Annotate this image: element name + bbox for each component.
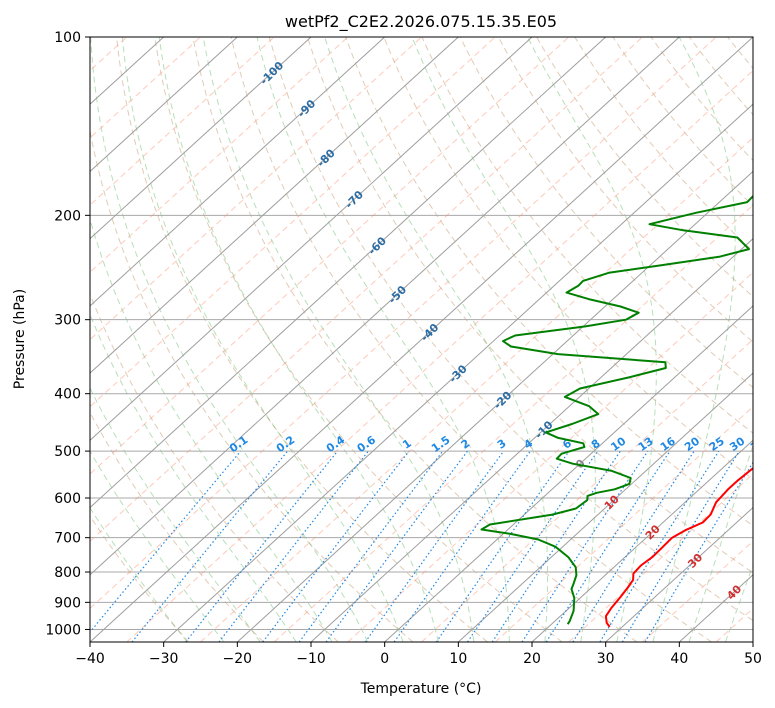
isotherm-line: [90, 37, 312, 240]
isotherm-line: [531, 439, 753, 642]
mixing-ratio-line: [262, 450, 410, 642]
x-tick-label: 30: [597, 651, 615, 667]
plot-frame: [89, 36, 754, 643]
isotherm-line: [310, 237, 753, 642]
y-tick-label: 300: [54, 313, 81, 329]
mixing-ratio-line: [90, 450, 242, 633]
x-tick-label: −40: [75, 651, 105, 667]
y-tick-label: 200: [54, 208, 81, 224]
moist-adiabat: [90, 37, 369, 642]
sounding-profiles: [480, 194, 753, 628]
mixing-ratio-line: [325, 450, 468, 642]
mixing-ratio-line: [621, 450, 740, 642]
mixing-ratio-line: [131, 450, 289, 642]
x-axis: −40 −30 −20 −10 0 10 20 30 40 50: [75, 642, 762, 667]
y-tick-label: 800: [54, 565, 81, 581]
isotherm-line: [384, 305, 753, 642]
isotherm-line: [90, 37, 607, 509]
isotherm-line: [457, 372, 753, 642]
isotherm-line: [163, 103, 753, 642]
y-tick-label: 400: [54, 387, 81, 403]
dry-adiabat: [307, 37, 753, 574]
x-tick-label: 20: [523, 651, 541, 667]
y-tick-label: 1000: [45, 622, 81, 638]
moist-adiabat: [121, 37, 404, 642]
x-tick-label: 10: [449, 651, 467, 667]
x-axis-label: Temperature (°C): [360, 681, 482, 697]
isotherm-line: [90, 37, 533, 442]
dry-adiabat: [192, 37, 638, 642]
moist-adiabat: [90, 506, 188, 642]
x-tick-label: −10: [296, 651, 326, 667]
mixing-ratio-line: [467, 450, 599, 642]
moist-adiabat: [90, 450, 225, 642]
x-tick-label: 50: [744, 651, 762, 667]
mixing-ratio-line: [298, 450, 444, 642]
y-axis-label: Pressure (hPa): [12, 289, 28, 389]
temperature-profile: [604, 466, 753, 628]
y-tick-label: 700: [54, 531, 81, 547]
moist-adiabat: [688, 444, 753, 642]
moist-adiabat: [324, 37, 549, 642]
moist-adiabat: [90, 387, 261, 642]
moist-adiabat: [652, 37, 736, 642]
x-tick-label: 0: [380, 651, 389, 667]
isotherm-line: [236, 170, 753, 642]
dry-adiabat: [116, 37, 488, 642]
x-tick-label: −30: [149, 651, 179, 667]
moist-adiabat: [90, 217, 333, 642]
moist-adiabat: [411, 37, 596, 642]
dry-adiabat: [90, 128, 414, 642]
chart-title: wetPf2_C2E2.2026.075.15.35.E05: [285, 12, 557, 32]
isotherm-line: [605, 506, 753, 642]
x-tick-label: −20: [223, 651, 253, 667]
mixing-ratio-line: [572, 450, 695, 642]
y-tick-label: 900: [54, 595, 81, 611]
y-tick-label: 500: [54, 444, 81, 460]
isotherm-line: [90, 37, 753, 642]
y-tick-label: 100: [54, 30, 81, 46]
dry-adiabat: [90, 411, 264, 642]
mixing-ratio-line: [393, 450, 531, 642]
moist-adiabat: [202, 37, 475, 642]
moist-adiabat: [256, 37, 510, 642]
mixing-ratio-line: [364, 450, 505, 642]
dry-adiabat: [536, 37, 753, 298]
y-tick-label: 600: [54, 491, 81, 507]
dry-adiabat: [268, 37, 753, 622]
isotherm-line: [90, 37, 680, 576]
isotherm-line: [90, 37, 459, 374]
isotherms: [90, 37, 753, 642]
moist-adiabat: [90, 313, 297, 642]
mixing-ratio-lines: [90, 450, 753, 642]
dewpoint-profile: [480, 194, 753, 625]
mixing-ratio-label: 36: [748, 434, 768, 454]
mixing-ratio-line: [185, 450, 339, 642]
x-tick-label: 40: [670, 651, 688, 667]
mixing-ratio-line: [435, 450, 570, 642]
mixing-ratio-line: [545, 450, 671, 642]
moist-adiabat: [158, 37, 439, 642]
dry-adiabat: [154, 37, 563, 642]
moist-adiabat: [725, 563, 753, 642]
isotherm-line: [90, 37, 238, 173]
isotherm-line: [90, 37, 386, 307]
dry-adiabat: [90, 515, 190, 642]
y-axis: 1000 900 800 700 600 500 400 300 200 100: [45, 30, 90, 638]
